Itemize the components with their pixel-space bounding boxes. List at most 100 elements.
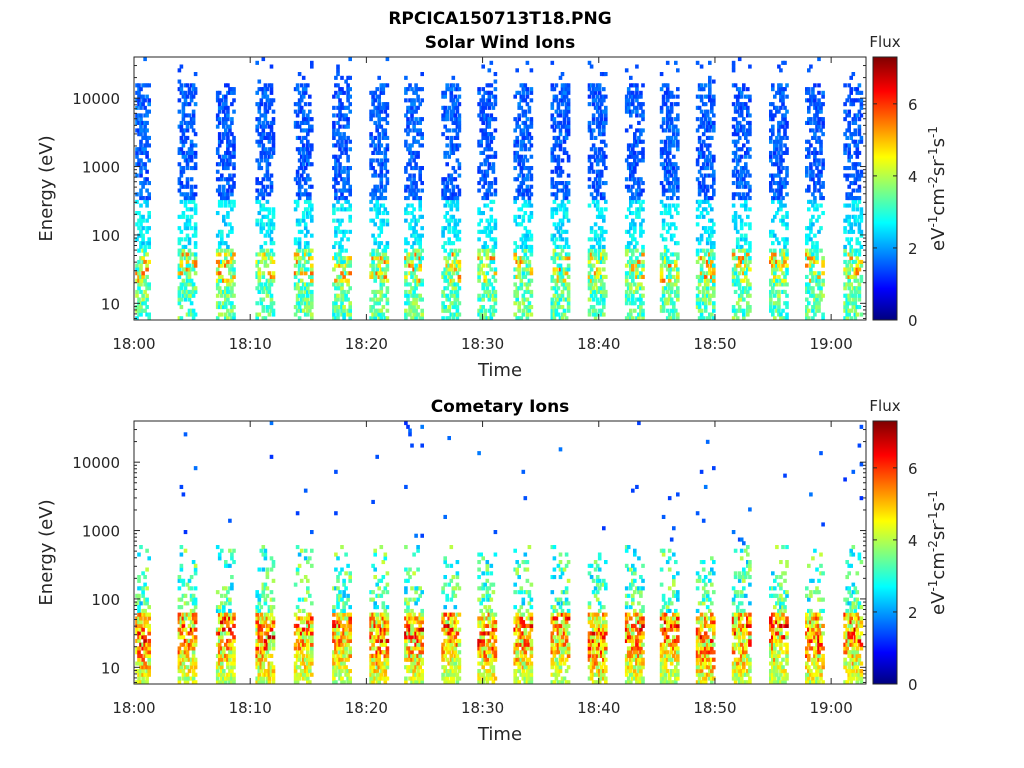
flux-cell: [226, 278, 230, 283]
flux-cell: [385, 259, 390, 264]
flux-cell: [181, 192, 186, 197]
flux-cell: [255, 312, 259, 317]
flux-cell: [228, 139, 232, 144]
flux-cell: [665, 267, 670, 272]
flux-cell: [517, 184, 521, 189]
flux-cell: [737, 94, 742, 99]
flux-cell: [412, 312, 416, 317]
flux-cell: [193, 184, 198, 189]
flux-cell: [550, 169, 555, 174]
flux-cell: [809, 199, 813, 204]
flux-cell: [712, 263, 716, 268]
flux-cell: [232, 147, 236, 152]
flux-cell: [697, 83, 702, 88]
flux-cell: [661, 98, 666, 103]
flux-cell: [477, 278, 481, 283]
flux-cell: [379, 286, 384, 291]
flux-cell: [626, 105, 631, 110]
flux-cell: [712, 173, 716, 178]
flux-cell: [525, 267, 530, 272]
flux-cell: [371, 102, 375, 107]
flux-cell: [228, 162, 232, 167]
flux-cell: [261, 94, 266, 99]
flux-cell: [525, 203, 530, 208]
flux-cell: [552, 278, 557, 283]
flux-cell: [217, 90, 222, 95]
flux-cell: [308, 252, 312, 257]
flux-cell: [185, 271, 190, 276]
flux-cell: [560, 271, 565, 276]
flux-cell: [777, 259, 781, 264]
flux-cell: [383, 109, 388, 114]
flux-cell: [334, 169, 338, 174]
flux-cell: [737, 113, 742, 118]
flux-cell: [552, 267, 557, 272]
flux-cell: [217, 278, 222, 283]
flux-cell: [552, 316, 557, 321]
flux-cell: [408, 222, 412, 227]
flux-cell: [641, 147, 645, 152]
flux-cell: [267, 271, 272, 276]
flux-cell: [635, 297, 639, 302]
flux-cell: [334, 143, 338, 148]
flux-cell: [669, 214, 674, 219]
flux-cell: [676, 312, 680, 317]
flux-cell: [659, 162, 664, 167]
flux-cell: [587, 278, 592, 283]
flux-cell: [712, 274, 716, 279]
flux-cell: [226, 147, 230, 152]
flux-cell: [453, 267, 458, 272]
flux-cell: [587, 312, 592, 317]
flux-cell: [379, 162, 384, 167]
flux-cell: [566, 267, 571, 272]
flux-cell: [805, 120, 809, 125]
flux-cell: [485, 135, 490, 140]
flux-cell: [261, 143, 266, 148]
flux-cell: [135, 237, 139, 242]
flux-cell: [821, 120, 825, 125]
flux-cell: [301, 162, 306, 167]
flux-cell: [699, 256, 704, 261]
flux-cell: [701, 293, 706, 298]
flux-cell: [591, 113, 596, 118]
flux-cell: [843, 271, 847, 276]
flux-cell: [222, 192, 226, 197]
flux-cell: [485, 169, 490, 174]
flux-cell: [661, 256, 666, 261]
flux-cell: [377, 316, 381, 321]
flux-cell: [297, 289, 302, 294]
flux-cell: [746, 289, 750, 294]
flux-cell: [805, 226, 809, 231]
flux-cell: [560, 169, 565, 174]
flux-cell: [135, 263, 139, 268]
flux-cell: [805, 237, 809, 242]
flux-cell: [443, 308, 447, 313]
flux-cell: [306, 282, 310, 287]
flux-cell: [267, 135, 272, 140]
flux-cell: [595, 188, 600, 193]
flux-cell: [299, 289, 304, 294]
flux-cell: [554, 289, 559, 294]
flux-cell: [599, 117, 604, 122]
flux-cell: [564, 87, 569, 92]
flux-cell: [779, 68, 783, 73]
flux-cell: [375, 128, 379, 133]
flux-cell: [554, 139, 559, 144]
flux-cell: [805, 297, 809, 302]
flux-cell: [773, 248, 777, 253]
flux-cell: [712, 316, 716, 321]
flux-cell: [230, 248, 234, 253]
flux-cell: [587, 203, 592, 208]
flux-cell: [629, 102, 633, 107]
flux-cell: [821, 184, 825, 189]
flux-cell: [560, 158, 565, 163]
flux-cell: [381, 83, 386, 88]
flux-cell: [346, 177, 350, 182]
flux-cell: [220, 248, 224, 253]
flux-cell: [599, 229, 604, 234]
flux-cell: [515, 143, 519, 148]
flux-cell: [527, 282, 532, 287]
flux-cell: [306, 308, 310, 313]
flux-cell: [783, 120, 787, 125]
flux-cell: [769, 181, 773, 186]
